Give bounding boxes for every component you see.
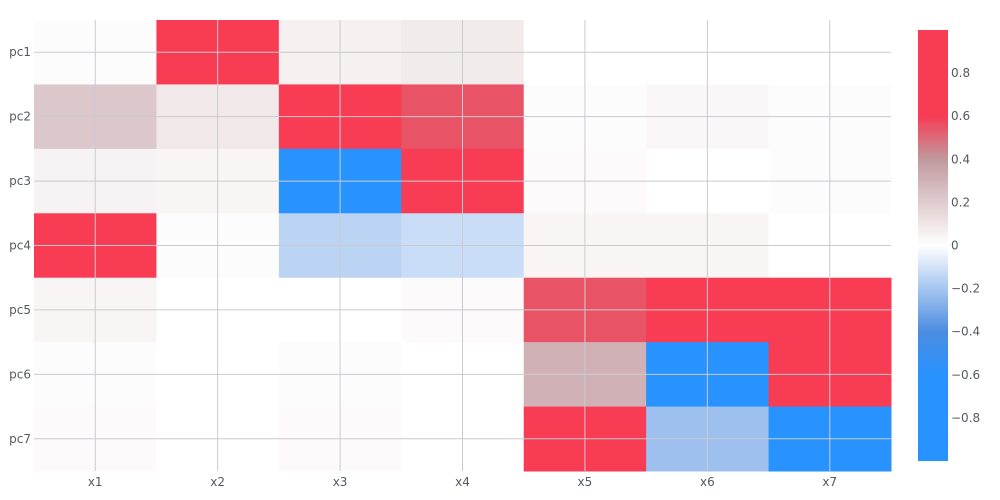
x-tick-label: x3 — [333, 475, 348, 489]
colorbar-tick-label: 0.4 — [951, 152, 970, 166]
y-tick-label: pc7 — [9, 432, 31, 446]
x-tick-label: x5 — [578, 475, 593, 489]
colorbar-tick-label: −0.8 — [951, 411, 980, 425]
colorbar-tick-label: 0 — [951, 239, 959, 253]
colorbar-gradient — [918, 30, 948, 461]
colorbar-tick-label: 0.2 — [951, 195, 970, 209]
x-tick-label: x1 — [88, 475, 103, 489]
colorbar-tick-label: −0.4 — [951, 325, 980, 339]
x-tick-label: x2 — [210, 475, 225, 489]
y-tick-label: pc5 — [9, 303, 31, 317]
y-tick-label: pc2 — [9, 110, 31, 124]
y-tick-label: pc6 — [9, 367, 31, 381]
y-tick-label: pc3 — [9, 174, 31, 188]
colorbar-tick-label: −0.6 — [951, 368, 980, 382]
x-tick-label: x4 — [455, 475, 470, 489]
x-tick-label: x7 — [822, 475, 837, 489]
x-tick-label: x6 — [700, 475, 715, 489]
colorbar: 0.8 0.6 0.4 0.2 0 −0.2 −0.4 −0.6 −0.8 — [918, 30, 980, 461]
colorbar-tick-label: 0.8 — [951, 66, 970, 80]
y-tick-label: pc1 — [9, 45, 31, 59]
colorbar-tick-label: −0.2 — [951, 282, 980, 296]
colorbar-tick-label: 0.6 — [951, 109, 970, 123]
y-tick-label: pc4 — [9, 239, 31, 253]
gridlines — [34, 20, 891, 471]
x-axis-ticks: x1 x2 x3 x4 x5 x6 x7 — [88, 475, 837, 489]
y-axis-ticks: pc1 pc2 pc3 pc4 pc5 pc6 pc7 — [9, 45, 31, 446]
